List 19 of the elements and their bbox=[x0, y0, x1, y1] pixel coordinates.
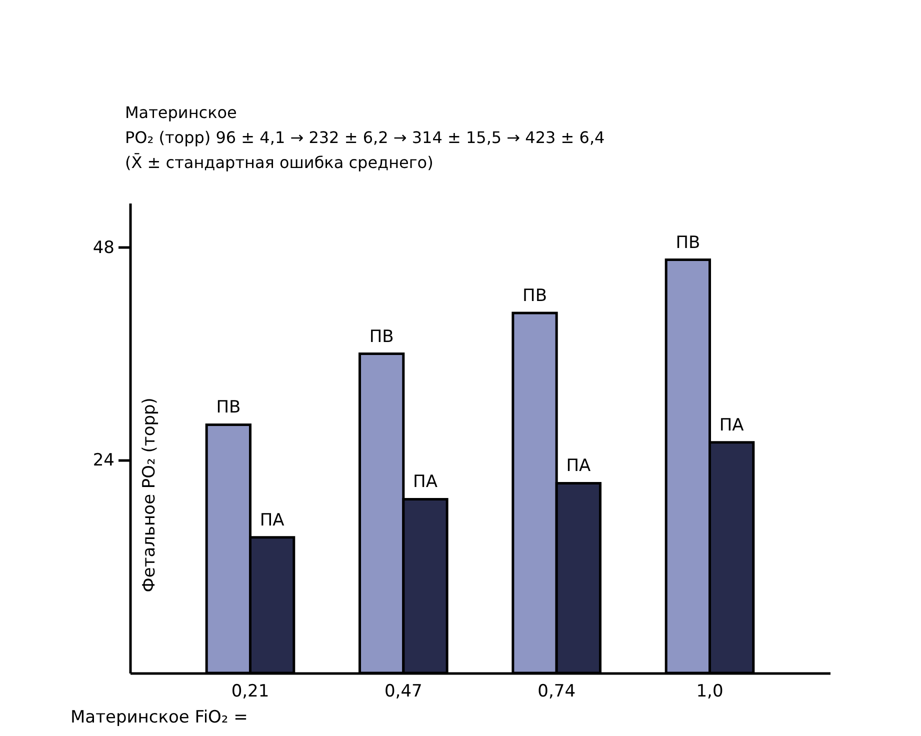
series-label: ПА bbox=[260, 510, 285, 530]
text: ПА bbox=[719, 415, 744, 436]
x-tick-label: 0,47 bbox=[384, 682, 422, 702]
text: ПВ bbox=[522, 286, 547, 306]
text: ПА bbox=[566, 456, 591, 476]
text: (X̄ ± стандартная ошибка среднего) bbox=[125, 153, 434, 172]
y-axis-title: Фетальное PO₂ (торр) bbox=[140, 398, 160, 592]
y-tick-label: 24 bbox=[92, 450, 114, 471]
text: ПВ bbox=[369, 326, 394, 347]
y-tick-label: 48 bbox=[92, 238, 114, 258]
x-tick-label: 1,0 bbox=[696, 682, 724, 702]
text: ПВ bbox=[676, 232, 700, 253]
x-axis-title: Материнское FiO₂ = bbox=[70, 708, 248, 728]
x-tick-label: 0,21 bbox=[231, 682, 270, 702]
text: ПА bbox=[413, 472, 438, 492]
text: Материнское bbox=[125, 103, 237, 122]
x-tick-label: 0,74 bbox=[538, 682, 576, 702]
text: PO₂ (торр) 96 ± 4,1 → 232 ± 6,2 → 314 ± 15,5 → 423 ± 6,4 bbox=[125, 128, 605, 147]
series-label: ПВ bbox=[216, 398, 241, 418]
